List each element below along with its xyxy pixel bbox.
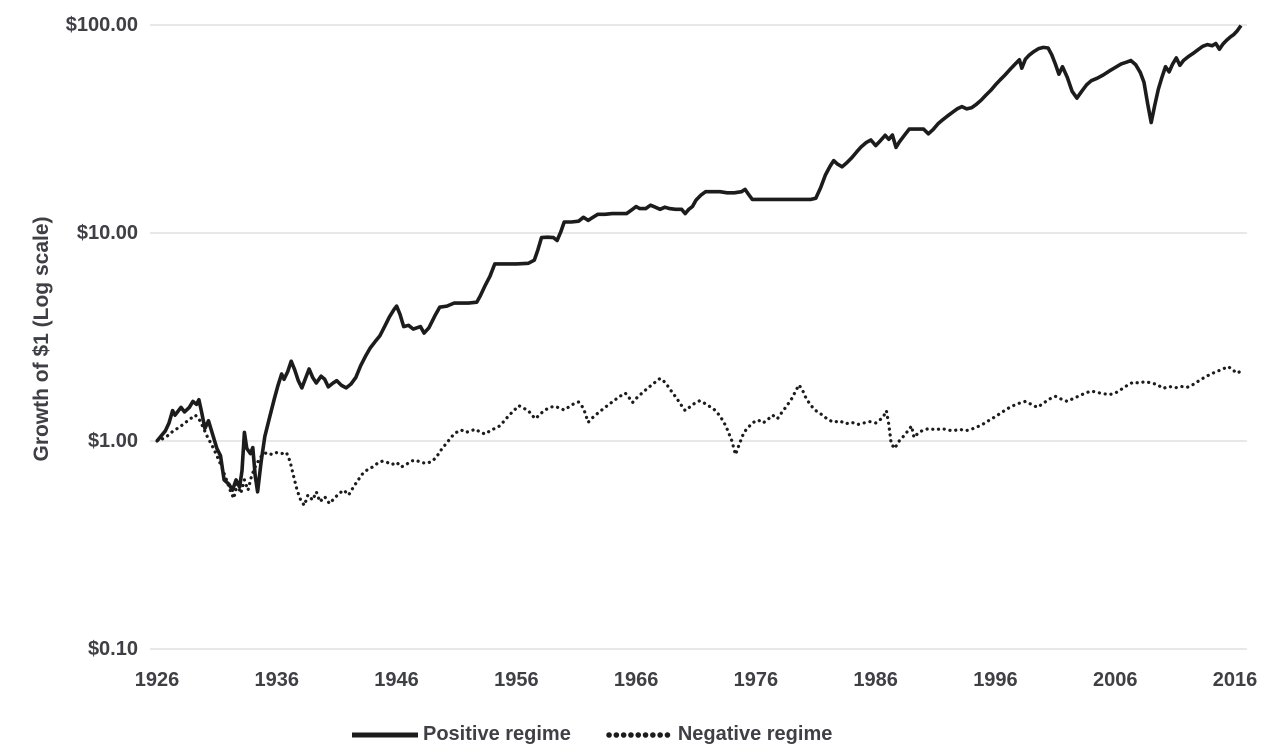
legend-item-negative-regime: Negative regime [605,723,833,746]
x-tick-label: 1966 [613,669,659,691]
x-tick-label: 2006 [1092,669,1138,691]
y-tick-label: $100.00 [65,14,138,36]
x-tick-label: 1956 [494,669,539,691]
y-tick-label: $0.10 [87,638,138,660]
x-tick-label: 1936 [254,669,300,691]
x-tick-label: 1976 [733,669,779,691]
x-tick-label: 1926 [134,669,180,691]
x-tick-label: 1996 [973,669,1018,691]
legend-label-negative: Negative regime [677,723,833,745]
x-tick-label: 2016 [1212,669,1258,691]
y-tick-label: $1.00 [87,430,138,452]
y-axis-title: Growth of $1 (Log scale) [30,216,53,462]
legend-label-positive: Positive regime [423,723,571,745]
y-tick-label: $10.00 [76,222,138,244]
legend: Positive regime Negative regime [350,723,832,746]
x-tick-label: 1986 [853,669,898,691]
negative-regime-line [155,364,1243,507]
legend-item-positive-regime: Positive regime [350,723,571,746]
dotted-line-sample-icon [606,731,675,738]
x-tick-label: 1946 [374,669,419,691]
positive-regime-line [155,24,1243,494]
solid-line-sample-icon [352,732,418,737]
